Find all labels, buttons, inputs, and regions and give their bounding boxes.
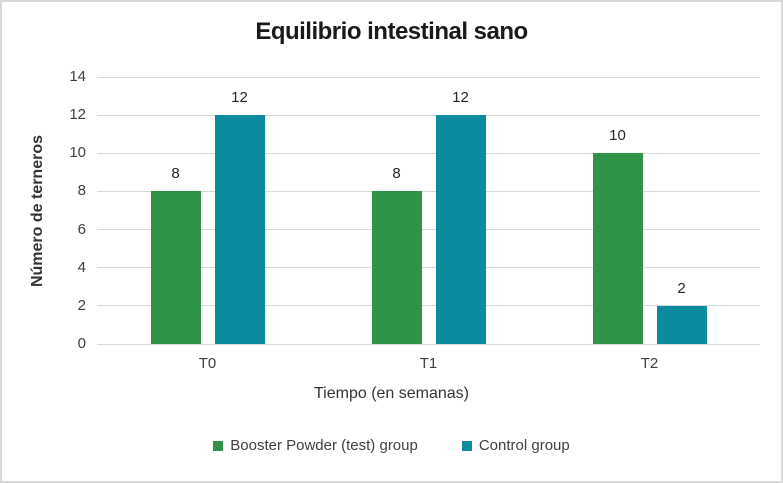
bar-T2-series-0 bbox=[592, 153, 643, 344]
bar-T1-series-0 bbox=[371, 191, 422, 344]
x-tick-label: T2 bbox=[640, 355, 659, 372]
y-tick-label: 2 bbox=[77, 296, 86, 314]
bar-T0-series-0 bbox=[150, 191, 201, 344]
bar-T1-series-1 bbox=[435, 115, 486, 344]
legend-item: Control group bbox=[461, 437, 570, 454]
y-tick-label: 14 bbox=[69, 68, 86, 85]
legend: Booster Powder (test) group Control group bbox=[2, 437, 781, 454]
y-gridline bbox=[97, 76, 760, 78]
chart-title: Equilibrio intestinal sano bbox=[255, 18, 528, 45]
y-tick-label: 8 bbox=[77, 182, 86, 200]
x-axis-title: Tiempo (en semanas) bbox=[313, 385, 470, 402]
y-gridline bbox=[97, 305, 760, 307]
y-gridline bbox=[97, 114, 760, 116]
y-gridline bbox=[97, 152, 760, 154]
legend-swatch-icon bbox=[461, 440, 472, 451]
y-gridline bbox=[97, 190, 760, 192]
y-axis-title: Número de terneros bbox=[29, 134, 46, 288]
data-label: 12 bbox=[231, 89, 248, 107]
legend-swatch-icon bbox=[213, 440, 224, 451]
data-label: 2 bbox=[677, 279, 686, 297]
x-tick-label: T0 bbox=[198, 355, 217, 372]
legend-label: Booster Powder (test) group bbox=[230, 437, 418, 454]
y-gridline bbox=[97, 343, 760, 345]
y-tick-label: 12 bbox=[69, 106, 86, 124]
data-label: 12 bbox=[452, 89, 469, 107]
legend-label: Control group bbox=[478, 437, 570, 454]
data-label: 8 bbox=[392, 165, 401, 183]
data-label: 8 bbox=[171, 165, 180, 183]
data-label: 10 bbox=[609, 127, 626, 145]
y-tick-label: 6 bbox=[77, 220, 86, 238]
x-tick-label: T1 bbox=[419, 355, 438, 372]
bar-T2-series-1 bbox=[656, 305, 707, 344]
y-gridline bbox=[97, 267, 760, 269]
y-tick-label: 4 bbox=[77, 258, 86, 276]
y-gridline bbox=[97, 229, 760, 231]
y-tick-label: 10 bbox=[69, 144, 86, 162]
bar-T0-series-1 bbox=[214, 115, 265, 344]
y-tick-label: 0 bbox=[77, 335, 86, 352]
legend-item: Booster Powder (test) group bbox=[213, 437, 418, 454]
